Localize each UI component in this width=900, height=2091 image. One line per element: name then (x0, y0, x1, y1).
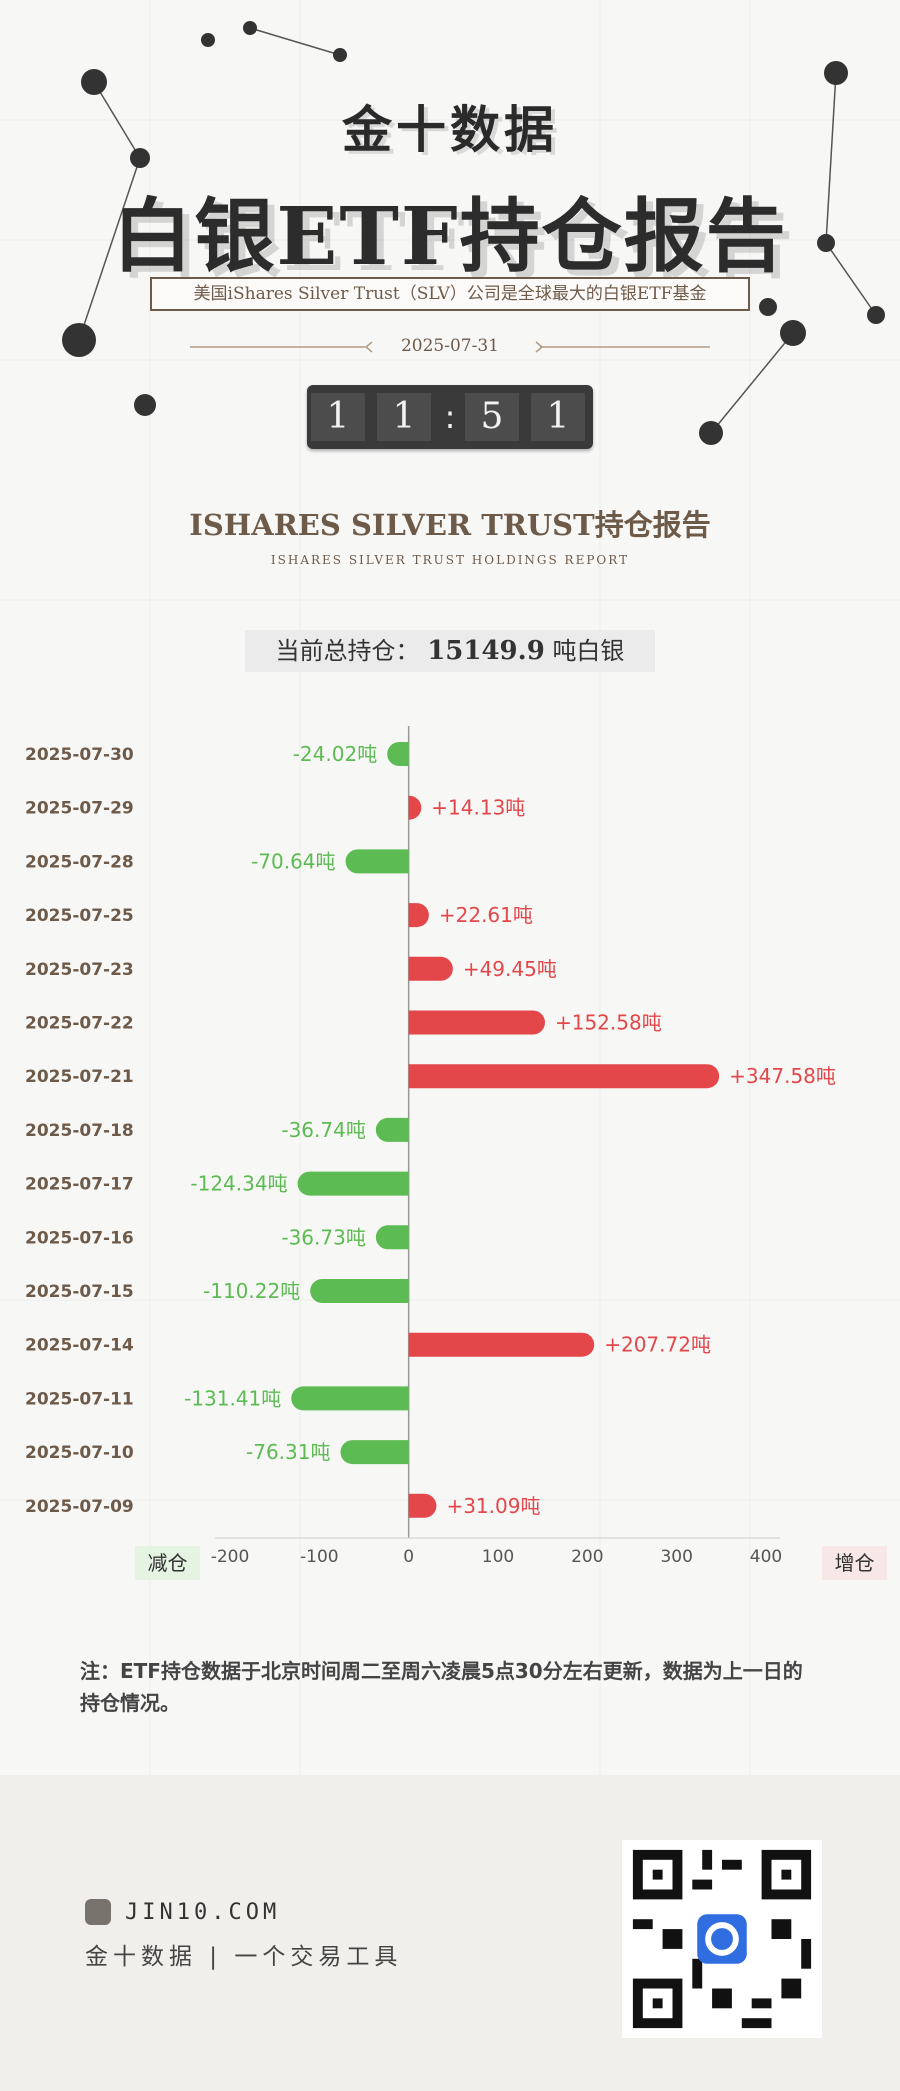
total-unit: 吨白银 (552, 637, 625, 665)
category-label: 2025-07-23 (25, 960, 134, 980)
bar (387, 742, 409, 766)
data-label: -76.31吨 (246, 1440, 330, 1464)
category-label: 2025-07-09 (25, 1497, 134, 1517)
constellation-decoration (62, 21, 885, 445)
x-tick-label: 200 (571, 1547, 603, 1567)
total-holdings: 当前总持仓： 15149.9 吨白银 (245, 630, 655, 672)
data-label: -24.02吨 (293, 742, 377, 766)
category-label: 2025-07-21 (25, 1067, 134, 1087)
section-title: ISHARES SILVER TRUST持仓报告 (189, 508, 711, 542)
bar (408, 1332, 595, 1357)
total-value: 15149.9 (427, 636, 545, 666)
data-label: -36.74吨 (281, 1118, 365, 1142)
x-tick-label: -100 (300, 1547, 339, 1567)
timer-digit: 1 (531, 393, 585, 441)
data-label: +49.45吨 (463, 957, 557, 981)
data-label: -131.41吨 (184, 1386, 281, 1410)
x-tick-label: 300 (660, 1547, 692, 1567)
bar (375, 1225, 409, 1250)
x-tick-label: 100 (482, 1547, 514, 1567)
x-tick-label: 0 (403, 1547, 414, 1567)
category-label: 2025-07-11 (25, 1389, 134, 1409)
report-date: 2025-07-31 (400, 336, 499, 356)
subtitle: 美国iShares Silver Trust（SLV）公司是全球最大的白银ETF… (150, 277, 750, 311)
bar (408, 1493, 437, 1518)
category-label: 2025-07-16 (25, 1228, 134, 1248)
total-label: 当前总持仓： (275, 637, 420, 665)
bar (340, 1440, 409, 1465)
holdings-bar-chart: 2025-07-30 -24.02吨 2025-07-29 +14.13吨 2025-0… (25, 726, 887, 1580)
x-tick-label: -200 (211, 1547, 250, 1567)
section-subtitle: ISHARES SILVER TRUST HOLDINGS REPORT (270, 553, 630, 567)
bar (375, 1117, 409, 1142)
data-label: +347.58吨 (729, 1064, 836, 1088)
category-label: 2025-07-28 (25, 852, 134, 872)
bar (408, 956, 453, 981)
bar (291, 1386, 409, 1411)
category-label: 2025-07-14 (25, 1336, 134, 1356)
jin10-logo-icon (85, 1899, 111, 1925)
site-url: JIN10.COM (125, 1900, 281, 1925)
data-label: -36.73吨 (281, 1225, 365, 1249)
bar (297, 1171, 409, 1196)
footer: JIN10.COM 金十数据 | 一个交易工具 (0, 1775, 900, 2091)
slogan: 金十数据 | 一个交易工具 (85, 1944, 403, 1970)
bar (408, 903, 429, 928)
category-label: 2025-07-10 (25, 1443, 134, 1463)
timer-digit: 1 (377, 393, 431, 441)
timer-digit: 1 (311, 393, 365, 441)
category-label: 2025-07-25 (25, 906, 134, 926)
bar (408, 1064, 720, 1089)
brand-title: 金十数据 (342, 100, 558, 159)
bar (408, 1010, 545, 1035)
data-label: +207.72吨 (604, 1333, 711, 1357)
decrease-label-bg (135, 1546, 200, 1580)
countdown-timer: 1 1 : 5 1 (307, 385, 593, 449)
qr-code-icon (622, 1840, 822, 2038)
data-label: -110.22吨 (203, 1279, 300, 1303)
data-label: +22.61吨 (439, 903, 533, 927)
bar (345, 849, 409, 874)
timer-colon: : (444, 398, 456, 436)
data-label: -124.34吨 (190, 1172, 287, 1196)
category-label: 2025-07-29 (25, 799, 134, 819)
bar (408, 795, 422, 820)
data-label: -70.64吨 (251, 849, 335, 873)
bar (310, 1279, 409, 1303)
category-label: 2025-07-18 (25, 1121, 134, 1141)
increase-label-bg (822, 1546, 887, 1580)
category-label: 2025-07-22 (25, 1014, 134, 1034)
update-note: 注：ETF持仓数据于北京时间周二至周六凌晨5点30分左右更新，数据为上一日的持仓… (80, 1659, 803, 1715)
header: 金十数据 白银ETF持仓报告 美国iShares Silver Trust（SL… (0, 0, 900, 480)
page-title: 白银ETF持仓报告 (112, 189, 788, 283)
x-tick-label: 400 (750, 1547, 782, 1567)
category-label: 2025-07-15 (25, 1282, 134, 1302)
category-label: 2025-07-17 (25, 1175, 134, 1195)
category-label: 2025-07-30 (25, 745, 134, 765)
decrease-label: 减仓 (148, 1551, 188, 1575)
data-label: +31.09吨 (446, 1494, 540, 1518)
data-label: +152.58吨 (555, 1011, 662, 1035)
increase-label: 增仓 (835, 1551, 875, 1575)
data-label: +14.13吨 (431, 796, 525, 820)
timer-digit: 5 (465, 393, 519, 441)
